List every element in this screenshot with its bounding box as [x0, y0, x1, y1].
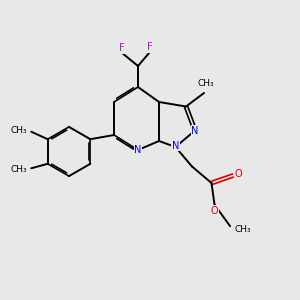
- Text: O: O: [235, 169, 242, 179]
- Text: F: F: [147, 42, 153, 52]
- Text: CH₃: CH₃: [235, 225, 251, 234]
- Text: N: N: [134, 145, 142, 155]
- Text: F: F: [119, 43, 124, 53]
- Text: CH₃: CH₃: [197, 79, 214, 88]
- Text: N: N: [172, 140, 179, 151]
- Text: CH₃: CH₃: [11, 165, 28, 174]
- Text: CH₃: CH₃: [11, 126, 28, 135]
- Text: N: N: [191, 125, 199, 136]
- Text: O: O: [211, 206, 218, 216]
